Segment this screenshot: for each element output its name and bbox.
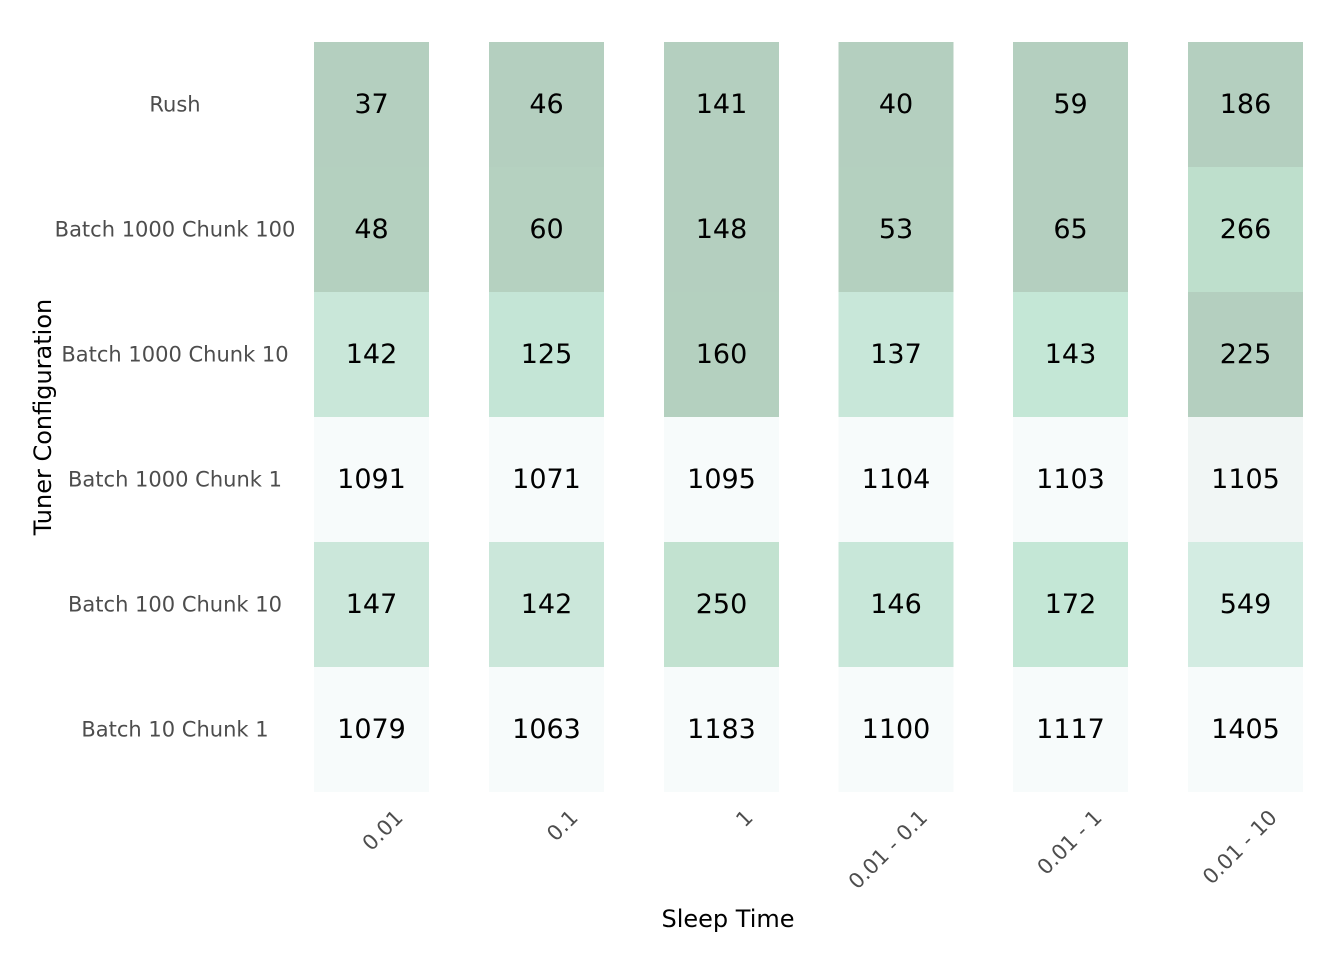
cell-value-label: 142	[346, 339, 398, 370]
x-tick-labels: 0.01 0.1 1 0.01 - 0.1 0.01 - 1 0.01 - 10	[358, 805, 1282, 893]
heatmap-cell	[838, 292, 954, 417]
cell-value-label: 48	[354, 214, 388, 245]
cell-value-label: 1100	[862, 714, 931, 745]
heatmap-cell	[1013, 667, 1128, 792]
heatmap-cell	[1188, 667, 1303, 792]
heatmap-cell	[664, 292, 779, 417]
heatmap-cell	[1013, 542, 1128, 667]
cell-value-label: 60	[529, 214, 563, 245]
heatmap-cell	[838, 542, 954, 667]
heatmap-cell	[838, 167, 954, 292]
cell-value-label: 148	[696, 214, 748, 245]
heatmap-cell	[314, 667, 429, 792]
heatmap-cell	[664, 542, 779, 667]
heatmap-cell	[1188, 417, 1303, 542]
x-tick-label: 0.01	[358, 805, 408, 855]
y-tick-labels: Rush Batch 1000 Chunk 100 Batch 1000 Chunk…	[55, 93, 296, 742]
cell-value-label: 40	[879, 89, 913, 120]
cell-value-label: 65	[1053, 214, 1087, 245]
heatmap-cell	[489, 167, 604, 292]
cell-value-label: 266	[1220, 214, 1272, 245]
cell-value-label: 250	[696, 589, 748, 620]
heatmap-cell	[1013, 167, 1128, 292]
cell-value-label: 1095	[687, 464, 756, 495]
x-tick-label: 0.1	[542, 805, 583, 846]
cell-value-label: 225	[1220, 339, 1272, 370]
heatmap-cell	[314, 167, 429, 292]
cell-value-label: 1091	[337, 464, 406, 495]
heatmap-cell	[664, 167, 779, 292]
heatmap-cell	[664, 417, 779, 542]
cell-value-label: 1071	[512, 464, 581, 495]
heatmap-cell	[838, 42, 954, 167]
x-tick-label: 0.01 - 10	[1198, 805, 1282, 889]
cell-value-label: 59	[1053, 89, 1087, 120]
cell-value-label: 1063	[512, 714, 581, 745]
y-tick-label: Batch 1000 Chunk 1	[68, 468, 282, 492]
cell-value-label: 160	[696, 339, 748, 370]
cell-value-label: 1079	[337, 714, 406, 745]
cell-value-label: 142	[521, 589, 573, 620]
cell-value-label: 1117	[1036, 714, 1105, 745]
heatmap-cell	[314, 542, 429, 667]
x-tick-label: 0.01 - 0.1	[844, 805, 932, 893]
y-tick-label: Batch 10 Chunk 1	[81, 718, 268, 742]
heatmap-cell	[489, 292, 604, 417]
x-axis-title: Sleep Time	[661, 905, 794, 933]
cell-value-label: 1183	[687, 714, 756, 745]
heatmap-cells: 37 46 141 40 59 186 48 60 148 53 65 266 142 125 160 137…	[314, 42, 1303, 792]
heatmap-cell	[489, 42, 604, 167]
heatmap-cell	[1013, 292, 1128, 417]
cell-value-label: 37	[354, 89, 388, 120]
heatmap-cell	[489, 417, 604, 542]
heatmap-cell	[1013, 42, 1128, 167]
cell-value-label: 172	[1045, 589, 1097, 620]
cell-value-label: 1104	[862, 464, 931, 495]
heatmap-cell	[1013, 417, 1128, 542]
x-tick-label: 1	[731, 805, 757, 831]
y-tick-label: Rush	[149, 93, 200, 117]
cell-value-label: 549	[1220, 589, 1272, 620]
heatmap-cell	[1188, 292, 1303, 417]
heatmap-cell	[664, 667, 779, 792]
heatmap-cell	[1188, 167, 1303, 292]
y-tick-label: Batch 100 Chunk 10	[68, 593, 282, 617]
y-tick-label: Batch 1000 Chunk 100	[55, 218, 296, 242]
heatmap-cell	[838, 667, 954, 792]
cell-value-label: 1405	[1211, 714, 1280, 745]
heatmap-cell	[314, 417, 429, 542]
cell-value-label: 141	[696, 89, 748, 120]
heatmap-cell	[1188, 42, 1303, 167]
x-tick-label: 0.01 - 1	[1033, 805, 1107, 879]
cell-value-label: 1105	[1211, 464, 1280, 495]
y-axis-title: Tuner Configuration	[29, 299, 57, 536]
heatmap-cell	[489, 667, 604, 792]
heatmap-cell	[489, 542, 604, 667]
cell-value-label: 125	[521, 339, 573, 370]
heatmap-cell	[838, 417, 954, 542]
y-tick-label: Batch 1000 Chunk 10	[61, 343, 288, 367]
cell-value-label: 147	[346, 589, 398, 620]
cell-value-label: 53	[879, 214, 913, 245]
cell-value-label: 186	[1220, 89, 1272, 120]
heatmap-cell	[314, 292, 429, 417]
cell-value-label: 46	[529, 89, 563, 120]
cell-value-label: 143	[1045, 339, 1097, 370]
cell-value-label: 137	[870, 339, 922, 370]
cell-value-label: 146	[870, 589, 922, 620]
cell-value-label: 1103	[1036, 464, 1105, 495]
heatmap-cell	[1188, 542, 1303, 667]
heatmap-cell	[314, 42, 429, 167]
heatmap-cell	[664, 42, 779, 167]
